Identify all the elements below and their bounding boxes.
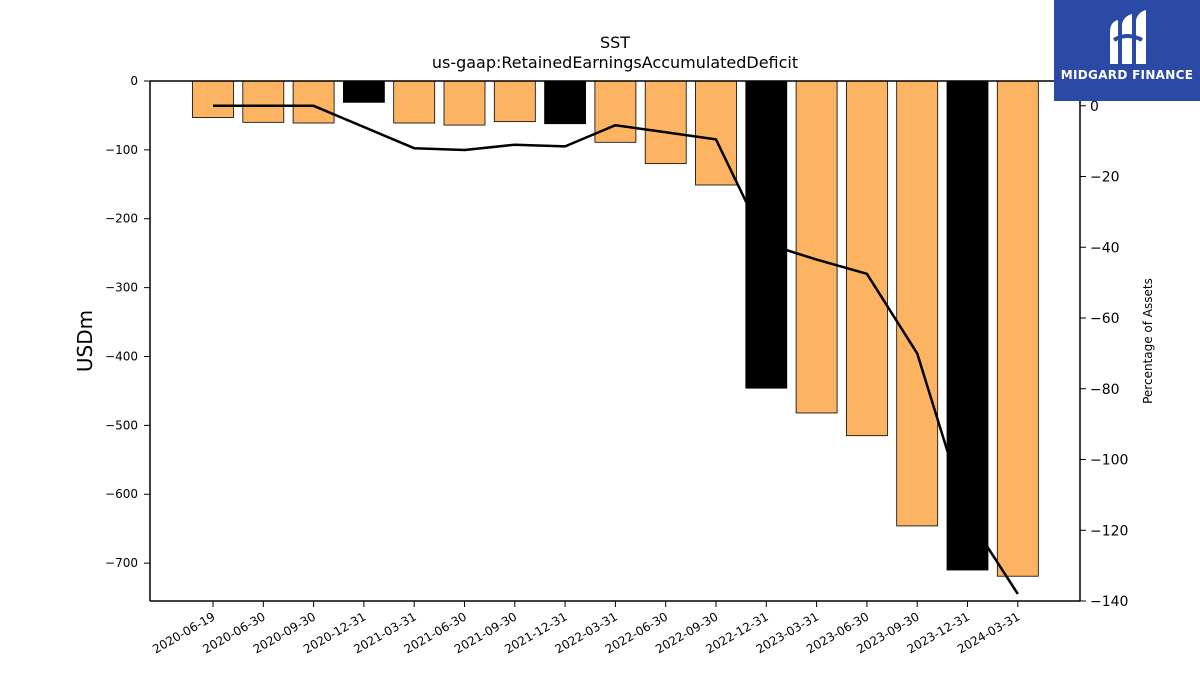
y-axis-label: USDm	[73, 310, 97, 372]
y-ticks-right: 0 −20 −40 −60 −80 −100 −120 −140	[1080, 99, 1128, 610]
y-tick-label: −200	[105, 212, 138, 226]
bar-2023-09-30	[896, 80, 939, 527]
bar-2022-06-30	[644, 80, 687, 165]
midgard-finance-logo: MIDGARD FINANCE	[1054, 0, 1200, 101]
bar-2021-12-31	[544, 80, 586, 125]
bar-2020-12-31	[342, 80, 385, 103]
midgard-logo-icon	[1110, 10, 1146, 64]
line-group	[213, 104, 1019, 595]
y-tick-label: −600	[105, 487, 138, 501]
y2-axis-label: Percentage of Assets	[1141, 278, 1155, 404]
y-tick-label: −400	[105, 349, 138, 363]
bar-2021-03-31	[393, 80, 436, 124]
y2-tick-label: −80	[1090, 382, 1120, 398]
y2-tick-label: −60	[1090, 311, 1120, 327]
bar-2021-06-30	[443, 80, 486, 126]
y-tick-label: 0	[130, 74, 138, 88]
y2-tick-label: −100	[1090, 453, 1128, 469]
bar-2020-06-19	[192, 80, 234, 118]
logo-text: MIDGARD FINANCE	[1060, 68, 1194, 82]
y-tick-label: −300	[105, 281, 138, 295]
bar-2022-12-31	[745, 80, 788, 389]
y2-tick-label: 0	[1090, 99, 1099, 115]
bar-2022-03-31	[594, 80, 637, 143]
bar-2021-09-30	[493, 80, 536, 123]
bar-2023-12-31	[946, 80, 989, 571]
bar-2024-03-31	[996, 80, 1039, 577]
bar-2023-03-31	[795, 80, 838, 414]
y2-tick-label: −20	[1090, 170, 1120, 186]
y2-tick-label: −120	[1090, 523, 1128, 539]
bar-2023-06-30	[846, 80, 888, 437]
chart-subtitle: us-gaap:RetainedEarningsAccumulatedDefic…	[432, 53, 798, 72]
y-tick-label: −500	[105, 418, 138, 432]
y2-tick-label: −40	[1090, 240, 1120, 256]
y-tick-label: −100	[105, 143, 138, 157]
y2-tick-label: −140	[1090, 594, 1128, 610]
x-ticks: 2020-06-192020-06-302020-09-302020-12-31…	[150, 601, 1022, 656]
y-tick-label: −700	[105, 556, 138, 570]
chart-title: SST	[600, 33, 630, 52]
bars-group	[192, 80, 1039, 577]
bar-2020-09-30	[292, 80, 335, 124]
percentage-of-assets-line	[213, 104, 1019, 595]
y-ticks-left: 0 −100 −200 −300 −400 −500 −600 −700	[105, 74, 150, 570]
bar-2020-06-30	[242, 80, 285, 123]
